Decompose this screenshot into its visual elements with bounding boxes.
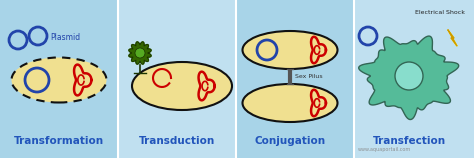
Bar	[118, 0, 236, 158]
Bar	[0, 0, 118, 158]
Text: Transfection: Transfection	[373, 136, 446, 146]
Ellipse shape	[132, 62, 232, 110]
Ellipse shape	[243, 84, 337, 122]
Text: www.aquaportail.com: www.aquaportail.com	[358, 147, 411, 152]
Polygon shape	[359, 36, 459, 119]
Polygon shape	[129, 42, 151, 64]
Text: Sex Pilus: Sex Pilus	[295, 73, 323, 79]
Text: Conjugation: Conjugation	[255, 136, 326, 146]
Text: Plasmid: Plasmid	[50, 33, 80, 43]
Ellipse shape	[243, 31, 337, 69]
Bar	[236, 0, 354, 158]
Circle shape	[395, 62, 423, 90]
Bar	[354, 0, 474, 158]
Circle shape	[135, 48, 145, 58]
Polygon shape	[448, 30, 457, 46]
Ellipse shape	[11, 58, 107, 103]
Text: Transformation: Transformation	[14, 136, 104, 146]
Text: Electrical Shock: Electrical Shock	[415, 10, 465, 15]
Text: Transduction: Transduction	[139, 136, 215, 146]
